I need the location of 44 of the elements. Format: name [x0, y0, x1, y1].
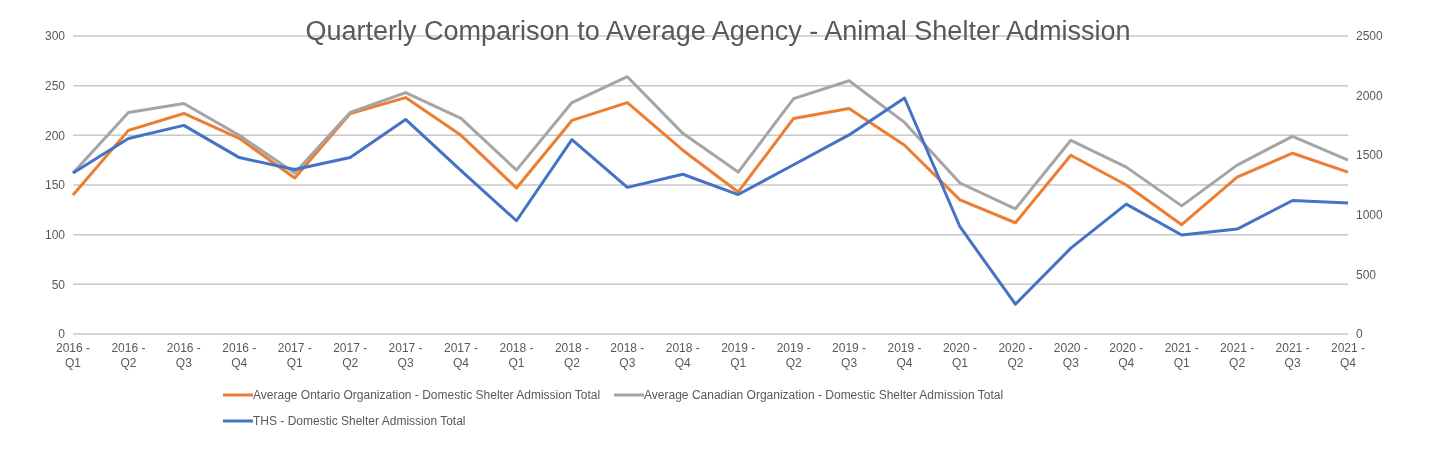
- x-tick-label: 2016 - Q1: [55, 341, 91, 370]
- x-tick-label: 2017 - Q3: [388, 341, 423, 370]
- y-tick-label: 150: [44, 178, 66, 193]
- y-tick-label: 0: [58, 327, 66, 342]
- y2-tick-label: 2000: [1356, 88, 1384, 103]
- legend-label: Average Ontario Organization - Domestic Shelter Admission Total: [253, 388, 601, 402]
- y2-tick-label: 0: [1356, 327, 1363, 342]
- x-tick-label: 2018 - Q2: [554, 341, 589, 370]
- x-tick-label: 2017 - Q2: [333, 341, 368, 370]
- y2-tick-label: 500: [1356, 267, 1377, 282]
- line-series: [71, 75, 1350, 211]
- y2-tick-label: 1500: [1356, 148, 1384, 163]
- y-tick-label: 300: [44, 29, 66, 44]
- x-tick-label: 2017 - Q4: [444, 341, 479, 370]
- x-tick-label: 2018 - Q3: [610, 341, 645, 370]
- y-tick-label: 200: [44, 128, 66, 143]
- x-tick-label: 2019 - Q2: [776, 341, 811, 370]
- y2-tick-label: 1000: [1356, 208, 1384, 223]
- x-tick-label: 2018 - Q4: [665, 341, 700, 370]
- legend-label: Average Canadian Organization - Domestic Shelter Admission Total: [644, 388, 1004, 402]
- y2-tick-label: 2500: [1356, 29, 1384, 44]
- y-tick-label: 100: [44, 227, 66, 242]
- x-tick-label: 2016 - Q4: [222, 341, 257, 370]
- chart-title: Quarterly Comparison to Average Agency - Animal Shelter Admission: [305, 16, 1131, 46]
- x-tick-label: 2016 - Q3: [166, 341, 201, 370]
- x-tick-label: 2017 - Q1: [277, 341, 312, 370]
- x-tick-label: 2020 - Q4: [1109, 341, 1144, 370]
- y-tick-label: 50: [51, 277, 66, 292]
- x-tick-label: 2020 - Q2: [998, 341, 1033, 370]
- x-tick-label: 2021 - Q2: [1220, 341, 1255, 370]
- x-tick-label: 2020 - Q1: [942, 341, 977, 370]
- y-tick-label: 250: [44, 78, 66, 93]
- x-tick-label: 2016 - Q2: [111, 341, 146, 370]
- x-tick-label: 2020 - Q3: [1053, 341, 1088, 370]
- legend-label: THS - Domestic Shelter Admission Total: [253, 414, 466, 428]
- x-tick-label: 2021 - Q3: [1275, 341, 1310, 370]
- x-tick-label: 2019 - Q4: [887, 341, 922, 370]
- line-series: [71, 96, 1350, 306]
- x-tick-label: 2021 - Q4: [1330, 341, 1366, 370]
- x-tick-label: 2019 - Q3: [832, 341, 867, 370]
- x-tick-label: 2019 - Q1: [721, 341, 756, 370]
- line-series: [71, 96, 1350, 227]
- x-tick-label: 2018 - Q1: [499, 341, 534, 370]
- x-tick-label: 2021 - Q1: [1164, 341, 1199, 370]
